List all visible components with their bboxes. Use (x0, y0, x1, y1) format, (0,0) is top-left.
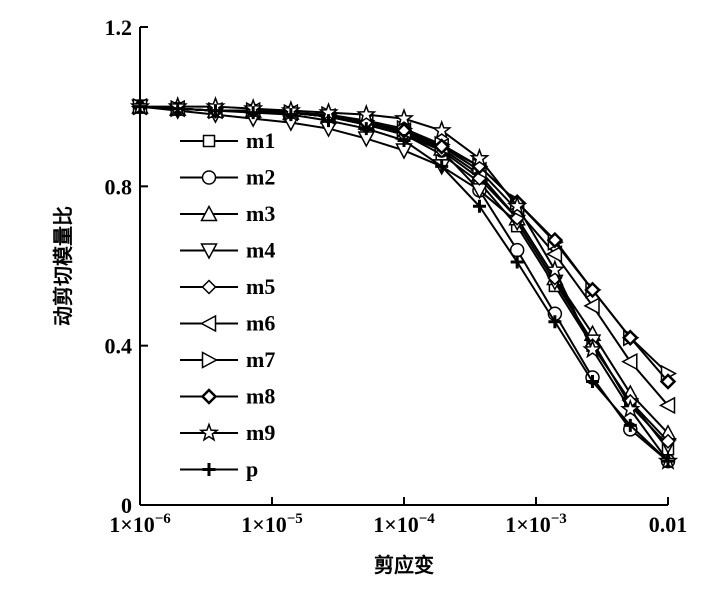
legend-label: m9 (246, 420, 275, 445)
x-tick-label: 1×10−6 (109, 511, 171, 537)
legend-label: m4 (246, 238, 275, 263)
y-tick-label: 0.8 (105, 174, 133, 199)
plus-marker (586, 375, 600, 389)
legend-label: m5 (246, 274, 275, 299)
x-tick-label: 1×10−4 (373, 511, 435, 537)
series-m4 (131, 99, 677, 455)
star-marker (620, 398, 641, 419)
diamond-marker (660, 433, 676, 449)
diamond-bold-marker (200, 388, 218, 405)
triangle-left-marker (621, 352, 638, 371)
legend: m1 m2 m3 m4 m5 m6 m7 m8 m9 p (180, 128, 275, 482)
star-marker (356, 103, 377, 124)
plus-marker (510, 255, 524, 269)
plus-marker (284, 108, 298, 122)
triangle-left-marker (199, 314, 217, 333)
legend-label: m7 (246, 347, 275, 372)
x-tick-label: 0.01 (649, 512, 688, 537)
star-marker (469, 147, 490, 168)
legend-item-m6: m6 (180, 311, 275, 336)
plus-marker (472, 199, 486, 213)
x-tick-label: 1×10−5 (241, 511, 303, 537)
plus-marker (623, 418, 637, 432)
legend-label: m8 (246, 384, 275, 409)
triangle-left-marker (545, 245, 563, 263)
triangle-left-marker (658, 396, 676, 415)
legend-item-m3: m3 (180, 201, 275, 226)
plus-marker (246, 106, 260, 120)
y-tick-label: 0.4 (105, 334, 133, 359)
x-axis-label: 剪应变 (374, 553, 434, 577)
legend-item-m2: m2 (180, 165, 275, 190)
triangle-left-marker (583, 297, 600, 315)
series-p (133, 100, 675, 468)
legend-item-m5: m5 (180, 274, 275, 299)
diamond-marker (201, 279, 217, 295)
diamond-bold-marker (433, 138, 450, 155)
legend-item-m9: m9 (180, 420, 275, 445)
diamond-bold-marker (659, 373, 677, 390)
square-marker (202, 134, 216, 148)
star-marker (582, 338, 603, 359)
plus-marker (548, 315, 562, 329)
series-group (129, 95, 679, 470)
legend-label: m6 (246, 311, 275, 336)
plus-marker (202, 463, 216, 476)
plus-marker (171, 102, 185, 116)
star-marker (544, 259, 566, 279)
star-marker (431, 119, 452, 140)
legend-item-m8: m8 (180, 384, 275, 409)
plus-marker (661, 454, 675, 468)
plus-marker (435, 159, 449, 173)
legend-label: m1 (246, 128, 275, 153)
plus-marker (208, 104, 222, 118)
plus-marker (133, 100, 147, 114)
plus-marker (397, 134, 411, 148)
legend-label: m3 (246, 201, 275, 226)
star-marker (393, 107, 415, 128)
triangle-right-marker (201, 351, 219, 369)
legend-item-p: p (180, 457, 258, 482)
legend-label: m2 (246, 165, 275, 190)
y-tick-label: 1.2 (105, 15, 133, 40)
legend-item-m1: m1 (180, 128, 275, 153)
y-tick-label: 0 (121, 493, 132, 518)
legend-label: p (246, 457, 258, 482)
legend-item-m7: m7 (180, 347, 275, 372)
star-marker (506, 195, 528, 215)
plus-marker (322, 114, 336, 128)
axes: 0 0.4 0.8 1.2 1×10−6 1×10−5 1×10−4 1×10−3 0.01 (105, 15, 688, 537)
plus-marker (359, 122, 373, 136)
circle-marker (201, 170, 217, 185)
diamond-bold-marker (546, 231, 564, 249)
triangle-up-marker (200, 204, 218, 222)
y-axis-label: 动剪切模量比 (51, 206, 75, 326)
legend-item-m4: m4 (180, 238, 275, 263)
diamond-bold-marker (622, 329, 639, 346)
triangle-down-marker (200, 243, 218, 260)
diamond-bold-marker (584, 281, 601, 299)
star-marker (198, 422, 220, 442)
x-tick-label: 1×10−3 (505, 511, 567, 537)
